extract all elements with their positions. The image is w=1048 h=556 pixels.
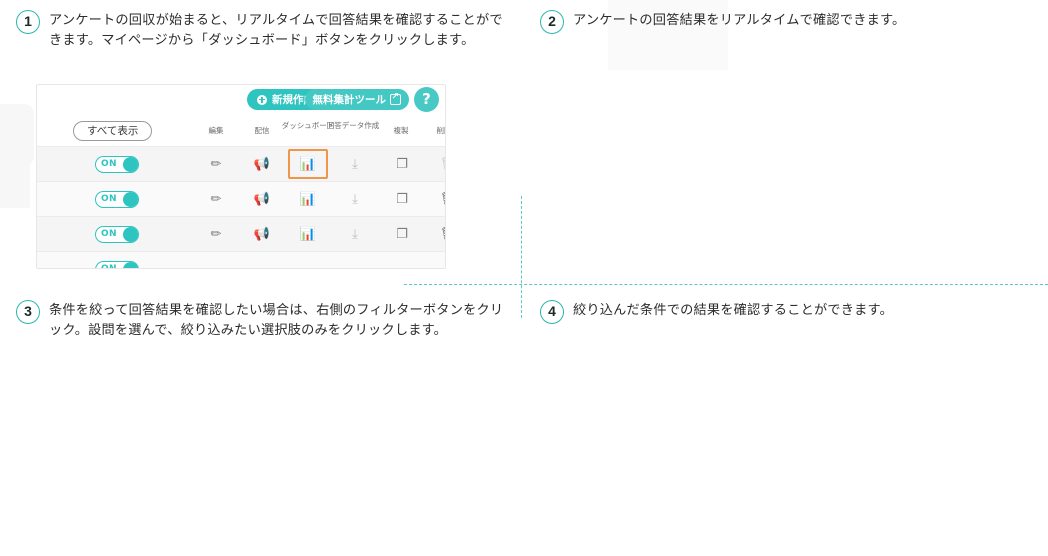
copy-icon[interactable]: ❐ <box>396 192 408 207</box>
toggle-knob <box>123 191 138 207</box>
step-number-badge-1: 1 <box>16 10 40 34</box>
megaphone-icon[interactable]: 📢 <box>253 192 271 207</box>
column-header-delete: 削除 <box>436 126 446 135</box>
column-header-edit: 編集 <box>208 126 224 135</box>
step-description-2: アンケートの回答結果をリアルタイムで確認できます。 <box>573 13 906 28</box>
toggle-knob <box>123 261 138 268</box>
copy-icon[interactable]: ❐ <box>396 227 408 242</box>
table-row[interactable]: ON ✏ 📢 📊 ⤓ ❐ 🗑 <box>37 182 445 217</box>
toggle-label: ON <box>101 159 117 169</box>
step-number-badge-4: 4 <box>540 300 564 324</box>
pencil-icon[interactable]: ✏ <box>210 192 222 207</box>
free-tally-tool-label: 無料集計ツール <box>312 94 387 106</box>
trash-icon[interactable]: 🗑 <box>437 190 445 209</box>
table-row[interactable]: ON <box>37 252 445 269</box>
step-header-4: 4 絞り込んだ条件での結果を確認することができます。 <box>524 290 1048 324</box>
toggle-knob <box>123 156 138 172</box>
pencil-icon[interactable]: ✏ <box>210 157 222 172</box>
step-header-2: 2 アンケートの回答結果をリアルタイムで確認できます。 <box>524 0 1048 34</box>
megaphone-icon[interactable]: 📢 <box>253 157 271 172</box>
table-row[interactable]: ON ✏ 📢 📊 ⤓ ❐ 🗑 <box>37 217 445 252</box>
plus-icon <box>257 94 267 105</box>
status-toggle[interactable]: ON <box>95 156 139 173</box>
new-survey-label: 新規作成 <box>272 94 314 106</box>
step-panel-1: 1 アンケートの回収が始まると、リアルタイムで回答結果を確認することができます。… <box>0 0 524 284</box>
column-header-duplicate: 複製 <box>393 126 409 135</box>
trash-icon[interactable]: 🗑 <box>437 225 445 244</box>
step-header-1: 1 アンケートの回収が始まると、リアルタイムで回答結果を確認することができます。… <box>0 0 524 52</box>
survey-list-screenshot: 新規作成 無料集計ツール ? すべて表示 編集 配信 ダッシュボード 回答データ… <box>36 84 446 269</box>
column-header-response-data: 回答データ作成 <box>326 121 380 130</box>
external-link-icon <box>390 92 401 105</box>
download-icon[interactable]: ⤓ <box>352 192 358 207</box>
bar-chart-icon[interactable]: 📊 <box>299 157 317 172</box>
table-row[interactable]: ON ✏ 📢 📊 ⤓ ❐ 🗑 <box>37 147 445 182</box>
pencil-icon[interactable]: ✏ <box>210 227 222 242</box>
step-panel-4: 4 絞り込んだ条件での結果を確認することができます。 Q1 あなたは結婚していら… <box>524 290 1048 556</box>
megaphone-icon[interactable]: 📢 <box>253 227 271 242</box>
status-toggle[interactable]: ON <box>95 226 139 243</box>
show-all-filter-pill[interactable]: すべて表示 <box>73 121 153 141</box>
survey-list-toolbar: 新規作成 無料集計ツール ? <box>37 85 445 117</box>
column-header-distribute: 配信 <box>254 126 270 135</box>
toggle-label: ON <box>101 229 117 239</box>
help-button[interactable]: ? <box>414 87 439 112</box>
step-description-4: 絞り込んだ条件での結果を確認することができます。 <box>573 303 893 318</box>
status-toggle[interactable]: ON <box>95 191 139 208</box>
bar-chart-icon[interactable]: 📊 <box>299 227 317 242</box>
step-header-3: 3 条件を絞って回答結果を確認したい場合は、右側のフィルターボタンをクリック。設… <box>0 290 524 342</box>
step-number-badge-3: 3 <box>16 300 40 324</box>
copy-icon[interactable]: ❐ <box>396 157 408 172</box>
toggle-knob <box>123 226 138 242</box>
toggle-label: ON <box>101 194 117 204</box>
trash-icon[interactable]: 🗑 <box>437 155 445 174</box>
download-icon[interactable]: ⤓ <box>352 157 358 172</box>
column-header-dashboard: ダッシュボード <box>281 121 335 130</box>
decorative-block-2 <box>0 148 30 208</box>
step-panel-2: 2 アンケートの回答結果をリアルタイムで確認できます。 Q1 あなたは結婚してい… <box>524 0 1048 284</box>
step-description-1: アンケートの回収が始まると、リアルタイムで回答結果を確認することができます。マイ… <box>49 13 503 49</box>
download-icon[interactable]: ⤓ <box>352 227 358 242</box>
toggle-label: ON <box>101 264 117 269</box>
divider-vertical <box>521 196 522 318</box>
survey-table-header: すべて表示 編集 配信 ダッシュボード 回答データ作成 複製 削除 <box>37 117 445 147</box>
free-tally-tool-button[interactable]: 無料集計ツール <box>304 89 409 110</box>
step-description-3: 条件を絞って回答結果を確認したい場合は、右側のフィルターボタンをクリック。設問を… <box>49 303 504 339</box>
step-number-badge-2: 2 <box>540 10 564 34</box>
bar-chart-icon[interactable]: 📊 <box>299 192 317 207</box>
step-panel-3: 3 条件を絞って回答結果を確認したい場合は、右側のフィルターボタンをクリック。設… <box>0 290 524 556</box>
decorative-block-3 <box>608 0 728 70</box>
status-toggle[interactable]: ON <box>95 261 139 269</box>
divider-horizontal <box>404 284 1048 285</box>
